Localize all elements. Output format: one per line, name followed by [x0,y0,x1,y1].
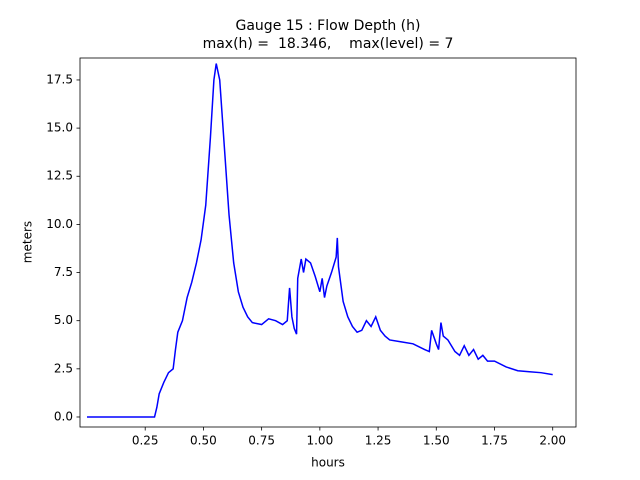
x-tick-label: 2.00 [539,434,566,448]
y-tick-label: 17.5 [46,72,73,86]
x-tick-label: 1.00 [306,434,333,448]
y-tick-label: 2.5 [54,361,73,375]
y-tick-label: 12.5 [46,169,73,183]
x-tick-label: 0.50 [190,434,217,448]
x-tick-label: 1.50 [423,434,450,448]
y-tick-label: 7.5 [54,265,73,279]
y-tick-label: 5.0 [54,313,73,327]
x-axis-label: hours [311,456,345,470]
y-tick-label: 0.0 [54,409,73,423]
y-axis-label: meters [21,221,35,263]
y-tick-label: 10.0 [46,217,73,231]
chart-subtitle: max(h) = 18.346, max(level) = 7 [203,36,454,52]
plot-frame [79,57,577,428]
data-line [86,63,553,418]
x-tick-label: 1.75 [481,434,508,448]
x-tick-label: 0.25 [132,434,159,448]
x-tick-label: 0.75 [248,434,275,448]
x-tick-label: 1.25 [365,434,392,448]
y-tick-label: 15.0 [46,121,73,135]
chart-title: Gauge 15 : Flow Depth (h) [236,18,421,34]
